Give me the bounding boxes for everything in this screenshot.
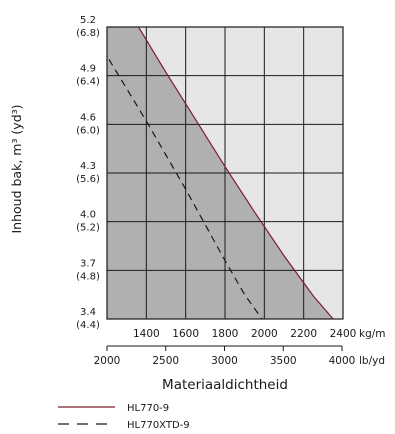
x-tick-label-secondary: 2000 — [94, 355, 121, 367]
y-tick: 4.9 (6.4) — [76, 64, 100, 88]
x-tick-label-primary: 1800 — [212, 328, 239, 340]
x-tick-label-primary: 2200 — [290, 328, 317, 340]
x-tick-label-primary: 2000 — [251, 328, 278, 340]
y-tick: 4.3 (5.6) — [76, 161, 100, 185]
x-unit-primary: kg/m — [359, 328, 386, 340]
axes: 5.2 (6.8) 4.9 (6.4) 4.6 (6.0) 4.3 (5.6) 4.0 (5.2)… — [9, 15, 386, 393]
y-tick-label-yd3: (4.8) — [76, 271, 100, 282]
y-tick-label-m3: 4.6 — [80, 112, 96, 123]
x-axis-label: Materiaaldichtheid — [162, 377, 288, 393]
plot-area — [106, 26, 344, 320]
y-tick-label-yd3: (5.2) — [76, 223, 100, 234]
y-tick: 3.7 (4.8) — [76, 258, 100, 282]
y-tick-label-yd3: (6.8) — [76, 28, 100, 39]
y-tick-label-yd3: (5.6) — [76, 174, 100, 185]
legend-label-0: HL770-9 — [127, 403, 169, 414]
y-tick-label-m3: 3.7 — [80, 258, 96, 269]
x-tick-label-secondary: 3500 — [270, 355, 297, 367]
y-tick: 4.6 (6.0) — [76, 112, 100, 136]
y-tick-label-yd3: (6.0) — [76, 125, 100, 136]
plot-border — [106, 26, 344, 320]
x-tick-label-primary: 1400 — [133, 328, 160, 340]
y-tick-label-m3: 5.2 — [80, 15, 96, 26]
x-tick-label-secondary: 3000 — [211, 355, 238, 367]
y-tick-label-yd3: (6.4) — [76, 77, 100, 88]
series-line-hl770xtd-9 — [108, 59, 263, 319]
x-tick-label-primary: 1600 — [172, 328, 199, 340]
y-tick-label-m3: 4.0 — [80, 210, 96, 221]
y-tick-label-yd3: (4.4) — [76, 320, 100, 331]
y-tick: 5.2 (6.8) — [76, 15, 100, 39]
legend-label-1: HL770XTD-9 — [127, 420, 190, 430]
y-axis-label: Inhoud bak, m³ (yd³) — [9, 104, 24, 233]
x-tick-label-secondary: 2500 — [152, 355, 179, 367]
legend: HL770-9 HL770XTD-9 — [58, 403, 190, 431]
x-tick-label-primary: 2400 — [330, 328, 357, 340]
x-tick-label-secondary: 4000 — [329, 355, 356, 367]
y-tick-label-m3: 4.9 — [80, 64, 96, 75]
y-tick: 3.4 (4.4) — [76, 307, 100, 331]
y-tick-label-m3: 3.4 — [80, 307, 96, 318]
y-tick-label-m3: 4.3 — [80, 161, 96, 172]
x-unit-secondary: lb/yd — [359, 355, 385, 367]
y-tick: 4.0 (5.2) — [76, 210, 100, 234]
series-line-hl770-9 — [137, 27, 334, 319]
